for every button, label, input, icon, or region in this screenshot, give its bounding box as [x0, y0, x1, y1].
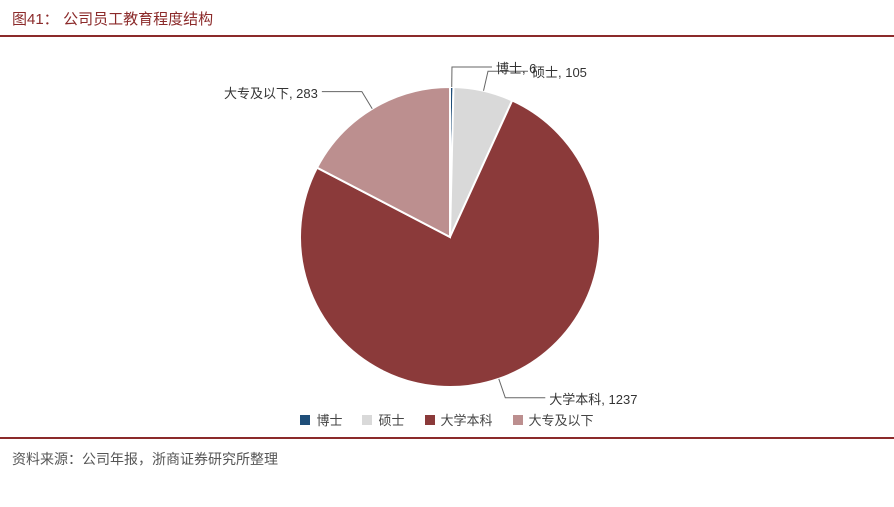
- chart-header: 图41： 公司员工教育程度结构: [0, 0, 894, 37]
- chart-area: 博士, 6硕士, 105 大学本科, 1237 大专及以下, 283 博士 硕士 大…: [0, 37, 894, 437]
- slice-data-label: 博士, 6: [496, 58, 536, 77]
- legend-item-master: 硕士: [362, 410, 404, 429]
- legend-swatch: [362, 415, 372, 425]
- legend-item-junior: 大专及以下: [513, 410, 594, 429]
- slice-data-label: 大学本科, 1237: [549, 389, 637, 408]
- legend-label: 博士: [316, 410, 342, 429]
- legend-swatch: [425, 415, 435, 425]
- slice-data-label: 大专及以下, 283: [224, 83, 318, 102]
- chart-title: 公司员工教育程度结构: [63, 11, 213, 28]
- source-text: 资料来源：公司年报，浙商证券研究所整理: [0, 439, 894, 479]
- legend-item-bachelor: 大学本科: [425, 410, 493, 429]
- legend-swatch: [513, 415, 523, 425]
- legend-label: 硕士: [378, 410, 404, 429]
- legend-label: 大学本科: [441, 410, 493, 429]
- legend-item-doctor: 博士: [300, 410, 342, 429]
- pie-chart: [300, 87, 600, 387]
- leader-line: [452, 67, 492, 87]
- legend: 博士 硕士 大学本科 大专及以下: [0, 410, 894, 429]
- figure-label: 图41：: [12, 11, 59, 28]
- legend-label: 大专及以下: [529, 410, 594, 429]
- slice-data-label: 硕士, 105: [532, 62, 587, 81]
- pie-container: [300, 87, 600, 387]
- legend-swatch: [300, 415, 310, 425]
